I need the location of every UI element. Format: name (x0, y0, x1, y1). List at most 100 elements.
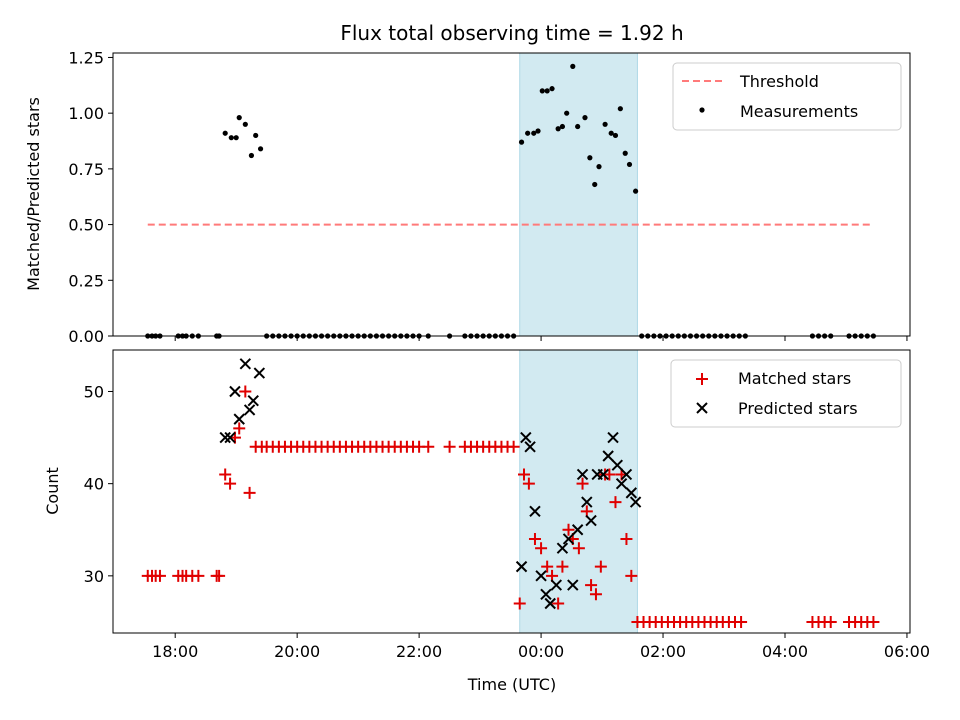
matched-star-marker (541, 560, 554, 573)
matched-star-marker (620, 532, 633, 545)
legend-measurements-swatch (699, 107, 705, 113)
matched-star-marker (518, 468, 531, 481)
predicted-star-marker (597, 468, 609, 481)
predicted-star-marker (602, 450, 614, 462)
predicted-star-marker (535, 570, 547, 582)
predicted-star-marker (629, 496, 642, 508)
predicted-star-marker (620, 468, 633, 481)
measurement-point (236, 115, 242, 121)
top-y-tick-label: 0.50 (68, 216, 104, 235)
measurement-point (248, 152, 255, 159)
matched-star-marker (552, 597, 565, 610)
top-shaded-span (519, 52, 638, 337)
bottom-panel-frame (112, 349, 911, 634)
x-axis-label: Time (UTC) (467, 675, 556, 694)
measurement-point (253, 132, 259, 139)
predicted-star-marker (239, 358, 252, 370)
measurement-point (535, 128, 541, 134)
measurement-point (582, 115, 588, 121)
legend-measurements-label: Measurements (740, 102, 858, 121)
predicted-star-marker (585, 514, 597, 527)
matched-star-marker (443, 440, 456, 453)
bottom-legend: Matched stars Predicted stars (670, 359, 902, 428)
measurement-point (531, 130, 537, 136)
matched-star-marker (219, 468, 232, 481)
matched-star-marker (589, 588, 602, 601)
measurement-point (612, 132, 619, 139)
measurement-point (626, 161, 633, 168)
predicted-star-marker (243, 404, 256, 416)
matched-star-marker (239, 385, 252, 398)
measurement-point (575, 123, 581, 130)
matched-star-marker (572, 542, 585, 555)
matched-star-marker (867, 615, 880, 628)
legend-matched-label: Matched stars (738, 369, 851, 388)
measurement-point (587, 155, 593, 161)
predicted-star-marker (540, 588, 552, 600)
matched-star-marker (422, 440, 435, 453)
matched-star-marker (522, 477, 535, 490)
legend-predicted-label: Predicted stars (738, 399, 858, 418)
top-panel-frame (112, 52, 911, 337)
x-tick-label: 00:00 (518, 642, 564, 661)
predicted-star-marker (576, 468, 589, 481)
measurement-point (222, 130, 228, 136)
shaded-observing-span (519, 349, 638, 634)
matched-star-marker (603, 468, 616, 481)
matched-star-marker (535, 542, 548, 555)
top-y-axis: 0.00 0.25 0.50 0.75 1.00 1.25 (68, 48, 113, 346)
measurement-point (570, 63, 576, 69)
measurement-point (622, 150, 628, 156)
measurement-point (592, 181, 598, 188)
measurement-point (559, 123, 566, 130)
matched-star-marker (192, 569, 205, 582)
measurement-point (617, 106, 623, 112)
measurement-point (518, 139, 525, 145)
predicted-star-marker (581, 496, 593, 508)
predicted-star-marker (219, 431, 231, 444)
bottom-y-tick-label: 50 (84, 382, 104, 401)
top-legend-box (672, 62, 902, 131)
legend-predicted-swatch (696, 402, 708, 414)
measurement-point (608, 130, 614, 136)
measurement-point (602, 121, 608, 127)
matched-star-marker (609, 496, 622, 509)
matched-star-marker (153, 569, 166, 582)
matched-star-marker (625, 569, 638, 582)
matched-star-marker (507, 440, 520, 453)
matched-star-marker (556, 560, 569, 573)
bottom-matched-layer (141, 385, 880, 628)
matched-star-marker (213, 569, 226, 582)
x-tick-label: 18:00 (152, 642, 198, 661)
matched-star-marker (528, 532, 541, 545)
chart-title: Flux total observing time = 1.92 h (340, 21, 683, 45)
predicted-star-marker (229, 385, 241, 398)
bottom-legend-box (670, 359, 902, 428)
predicted-star-marker (544, 597, 556, 610)
predicted-star-marker (607, 431, 619, 444)
legend-matched-swatch (696, 373, 708, 385)
top-y-tick-label: 0.75 (68, 160, 104, 179)
measurement-point (596, 164, 602, 170)
bottom-y-axis-label: Count (43, 467, 62, 515)
top-y-tick-label: 0.25 (68, 271, 104, 290)
bottom-y-tick-label: 30 (84, 567, 104, 586)
matched-star-marker (735, 615, 748, 628)
matched-star-marker (585, 579, 598, 592)
shaded-observing-span (519, 52, 638, 337)
predicted-star-marker (253, 367, 266, 379)
top-y-tick-label: 1.00 (68, 104, 104, 123)
top-y-axis-label: Matched/Predicted stars (24, 97, 43, 291)
matched-star-marker (562, 523, 575, 536)
predicted-star-marker (247, 394, 259, 407)
predicted-star-marker (233, 413, 245, 425)
predicted-star-marker (567, 579, 579, 591)
bottom-panel: 30 40 50 18:00 20:00 22:00 00:00 02:00 04:00 06:… (43, 349, 930, 694)
measurement-point (555, 126, 561, 132)
x-tick-label: 02:00 (640, 642, 686, 661)
x-tick-label: 20:00 (274, 642, 320, 661)
top-legend: Threshold Measurements (672, 62, 902, 131)
predicted-star-marker (571, 524, 584, 536)
measurement-point (632, 188, 639, 194)
